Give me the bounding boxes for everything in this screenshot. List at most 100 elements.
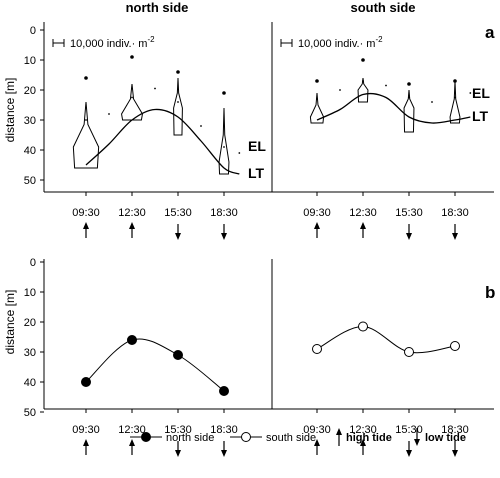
- outlier-dot-north-1: [130, 55, 134, 59]
- data-point-north-3: [219, 386, 229, 396]
- kite-south-0: [309, 92, 325, 124]
- tide-arrow-low-b-north-2-icon: [175, 450, 181, 457]
- y-tick-label-a-50: 50: [24, 175, 36, 187]
- tide-arrow-high-a-south-1-icon: [360, 222, 366, 229]
- header-south-side: south side: [350, 0, 415, 15]
- lt-curve-north: [85, 108, 240, 175]
- legend-low-tide-label: low tide: [425, 432, 466, 444]
- outlier-dot-north-2: [176, 70, 180, 74]
- y-tick-label-b-20: 20: [24, 317, 36, 329]
- scale-bar-label-south: 10,000 indiv.· m: [298, 38, 375, 50]
- data-point-north-1: [127, 335, 137, 345]
- x-tick-label-b-south-3: 18:30: [441, 424, 469, 436]
- y-tick-label-a-40: 40: [24, 145, 36, 157]
- tide-arrow-high-b-south-1-icon: [360, 439, 366, 446]
- tide-arrow-low-b-north-3-icon: [221, 450, 227, 457]
- y-axis-label-b: distance [m]: [3, 290, 17, 355]
- outlier-dot-south-1: [361, 58, 365, 62]
- legend-south-label: south side: [266, 432, 316, 444]
- y-tick-label-b-30: 30: [24, 347, 36, 359]
- x-tick-label-a-south-1: 12:30: [349, 207, 377, 219]
- el-dot-north-4: [177, 101, 179, 103]
- el-dot-south-7: [469, 92, 472, 94]
- x-tick-label-a-south-3: 18:30: [441, 207, 469, 219]
- svg-text:10,000 indiv.· m-2: 10,000 indiv.· m-2: [70, 35, 155, 50]
- tide-arrow-low-a-south-2-icon: [406, 233, 412, 240]
- el-dot-north-5: [200, 125, 202, 127]
- outlier-dot-south-2: [407, 82, 411, 86]
- data-point-north-0: [81, 377, 91, 387]
- x-tick-label-b-north-1: 12:30: [118, 424, 146, 436]
- x-tick-label-a-south-2: 15:30: [395, 207, 423, 219]
- y-tick-label-b-10: 10: [24, 287, 36, 299]
- outlier-dot-south-3: [453, 79, 457, 83]
- tide-arrow-low-a-north-3-icon: [221, 233, 227, 240]
- x-tick-label-a-north-3: 18:30: [210, 207, 238, 219]
- scale-bar-label-north: 10,000 indiv.· m: [70, 38, 147, 50]
- panel-label-b: b: [485, 283, 495, 302]
- kite-north-1: [121, 83, 143, 121]
- data-point-south-0: [312, 344, 322, 354]
- curve-label-lt-south: LT: [472, 108, 489, 124]
- tide-arrow-high-b-north-1-icon: [129, 439, 135, 446]
- curve-label-el-south: EL: [472, 85, 490, 101]
- svg-text:10,000 indiv.· m-2: 10,000 indiv.· m-2: [298, 35, 383, 50]
- x-tick-label-a-north-2: 15:30: [164, 207, 192, 219]
- kite-north-3: [218, 107, 230, 175]
- kite-south-1: [357, 77, 369, 103]
- legend-high-tide-label: high tide: [346, 432, 392, 444]
- lt-curve-south: [316, 92, 471, 124]
- y-tick-label-b-0: 0: [30, 257, 36, 269]
- chart-marks: 0 10 20 30 40 50 0 10 20 30 40 50 09:30 12:30 15:30 18:…: [24, 25, 472, 457]
- y-tick-label-a-30: 30: [24, 115, 36, 127]
- y-tick-label-b-50: 50: [24, 407, 36, 419]
- el-dot-north-2: [131, 96, 133, 99]
- series-line-north: [85, 338, 225, 392]
- legend-high-tide-arrow-icon: [336, 428, 342, 446]
- scale-bar-exponent-north: -2: [147, 35, 155, 44]
- tide-arrow-low-b-south-2-icon: [406, 450, 412, 457]
- tide-arrow-high-a-south-0-icon: [314, 222, 320, 229]
- y-tick-label-a-20: 20: [24, 85, 36, 97]
- legend-south-marker: [241, 432, 251, 442]
- tide-arrow-high-a-north-0-icon: [83, 222, 89, 229]
- y-axis-label-a: distance [m]: [3, 78, 17, 143]
- x-tick-label-a-north-0: 09:30: [72, 207, 100, 219]
- x-tick-label-b-north-3: 18:30: [210, 424, 238, 436]
- data-point-south-2: [404, 347, 414, 357]
- scale-bar-exponent-south: -2: [375, 35, 383, 44]
- tide-arrow-high-a-north-1-icon: [129, 222, 135, 229]
- el-dot-north-7: [238, 152, 241, 154]
- legend-north-label: north side: [166, 432, 214, 444]
- kite-north-0: [72, 101, 100, 169]
- tide-arrow-low-a-south-3-icon: [452, 233, 458, 240]
- tide-arrow-low-b-south-3-icon: [452, 450, 458, 457]
- el-dot-south-5: [431, 101, 433, 103]
- x-tick-label-a-south-0: 09:30: [303, 207, 331, 219]
- tide-arrow-low-a-north-2-icon: [175, 233, 181, 240]
- data-point-north-2: [173, 350, 183, 360]
- el-dot-south-3: [385, 84, 387, 87]
- x-tick-label-b-south-0: 09:30: [303, 424, 331, 436]
- outlier-dot-north-3: [222, 91, 226, 95]
- x-tick-label-b-south-1: 12:30: [349, 424, 377, 436]
- scale-bar-north: 10,000 indiv.· m-2: [52, 35, 155, 50]
- tide-arrow-high-b-north-0-icon: [83, 439, 89, 446]
- y-tick-label-a-0: 0: [30, 25, 36, 37]
- y-tick-label-b-40: 40: [24, 377, 36, 389]
- curve-label-el-north: EL: [248, 138, 266, 154]
- y-tick-label-a-10: 10: [24, 55, 36, 67]
- legend-north-marker: [141, 432, 151, 442]
- x-tick-label-b-north-2: 15:30: [164, 424, 192, 436]
- outlier-dot-north-0: [84, 76, 88, 80]
- series-line-south: [316, 325, 456, 354]
- panel-label-a: a: [485, 23, 495, 42]
- tide-arrow-high-b-south-0-icon: [314, 439, 320, 446]
- curve-label-lt-north: LT: [248, 165, 265, 181]
- header-north-side: north side: [126, 0, 189, 15]
- outlier-dot-south-0: [315, 79, 319, 83]
- kite-south-3: [449, 80, 461, 124]
- x-tick-label-a-north-1: 12:30: [118, 207, 146, 219]
- kite-north-2: [173, 77, 183, 136]
